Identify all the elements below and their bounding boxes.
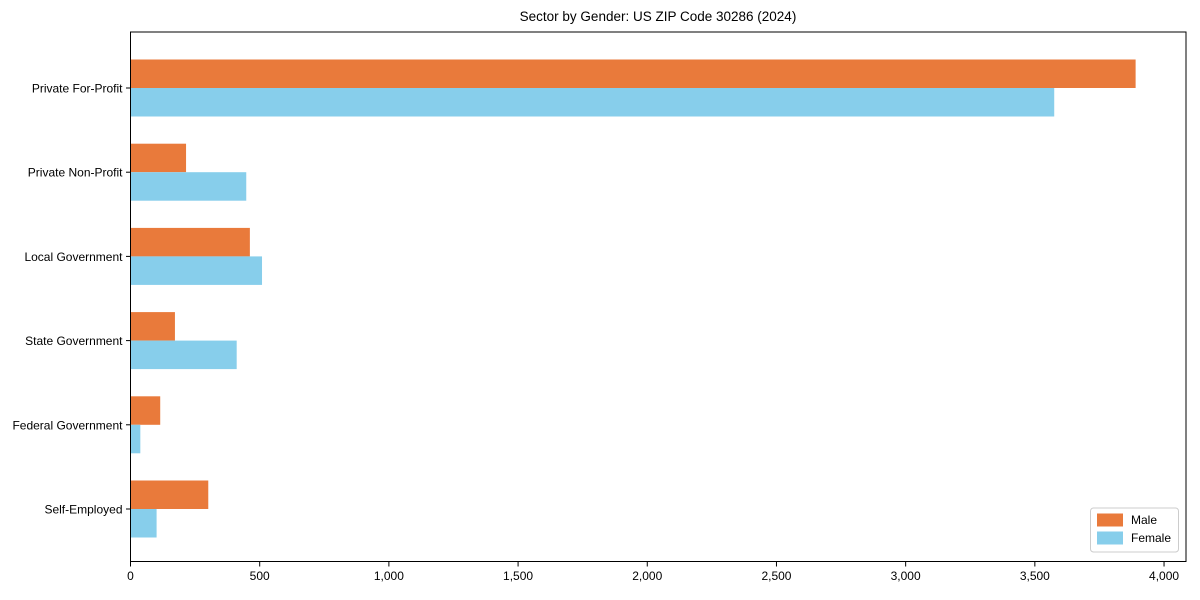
- bar-female-self-employed: [130, 509, 157, 538]
- x-tick-label-3000: 3,000: [891, 569, 921, 583]
- chart-title: Sector by Gender: US ZIP Code 30286 (202…: [520, 9, 797, 24]
- x-tick-label-500: 500: [250, 569, 270, 583]
- x-tick-label-1500: 1,500: [503, 569, 533, 583]
- bar-female-private-non-profit: [130, 172, 247, 201]
- x-tick-label-2000: 2,000: [632, 569, 662, 583]
- x-tick-label-2500: 2,500: [761, 569, 791, 583]
- legend-label-female: Female: [1131, 531, 1171, 545]
- x-tick-label-3500: 3,500: [1020, 569, 1050, 583]
- bar-female-federal-government: [130, 424, 141, 454]
- bars-group: [130, 59, 1136, 538]
- bar-male-private-for-profit: [130, 59, 1136, 88]
- legend-swatch-female: [1097, 531, 1123, 545]
- x-tick-label-1000: 1,000: [374, 569, 404, 583]
- y-label-local-government: Local Government: [24, 250, 123, 264]
- y-axis: Private For-Profit Private Non-Profit Loca…: [12, 82, 131, 517]
- bar-male-private-non-profit: [130, 143, 187, 173]
- legend-label-male: Male: [1131, 513, 1157, 527]
- x-axis: 0 500 1,000 1,500 2,000 2,500 3,000 3,500 4,000: [127, 561, 1179, 583]
- bar-male-self-employed: [130, 480, 209, 509]
- y-label-self-employed: Self-Employed: [44, 503, 122, 517]
- bar-female-state-government: [130, 340, 237, 370]
- x-tick-label-4000: 4,000: [1149, 569, 1179, 583]
- legend-swatch-male: [1097, 513, 1123, 527]
- y-label-federal-government: Federal Government: [12, 418, 123, 432]
- y-label-private-for-profit: Private For-Profit: [32, 82, 123, 96]
- x-tick-label-0: 0: [127, 569, 134, 583]
- bar-male-federal-government: [130, 396, 161, 425]
- bar-male-state-government: [130, 312, 175, 341]
- y-label-private-non-profit: Private Non-Profit: [28, 166, 123, 180]
- bar-male-local-government: [130, 227, 250, 257]
- plot-frame: [130, 31, 1187, 562]
- bar-female-private-for-profit: [130, 88, 1055, 117]
- legend: Male Female: [1090, 507, 1179, 553]
- y-label-state-government: State Government: [25, 334, 123, 348]
- bar-female-local-government: [130, 256, 263, 285]
